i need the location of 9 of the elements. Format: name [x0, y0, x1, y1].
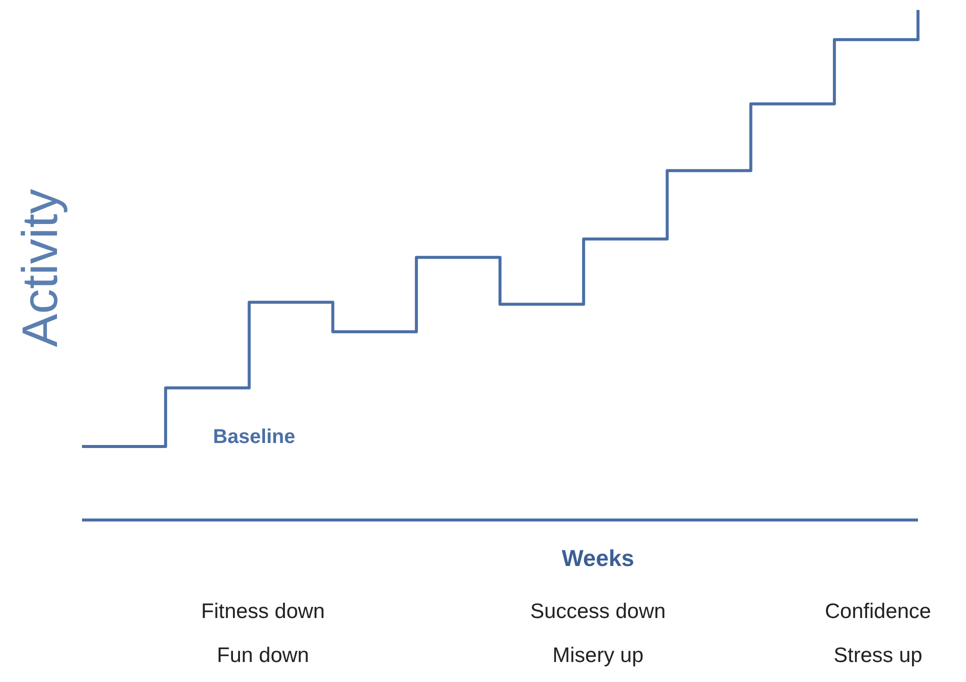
text: Success down — [529, 600, 667, 624]
text: Misery up — [551, 644, 645, 668]
x-axis-title: Weeks — [560, 545, 636, 572]
text: Fitness down — [200, 600, 326, 624]
text: Stress up — [832, 644, 924, 668]
y-axis-title: Activity — [11, 188, 69, 348]
annotation: Baseline — [213, 426, 296, 449]
text: Fun down — [216, 644, 310, 668]
text: Confidence — [824, 600, 932, 624]
